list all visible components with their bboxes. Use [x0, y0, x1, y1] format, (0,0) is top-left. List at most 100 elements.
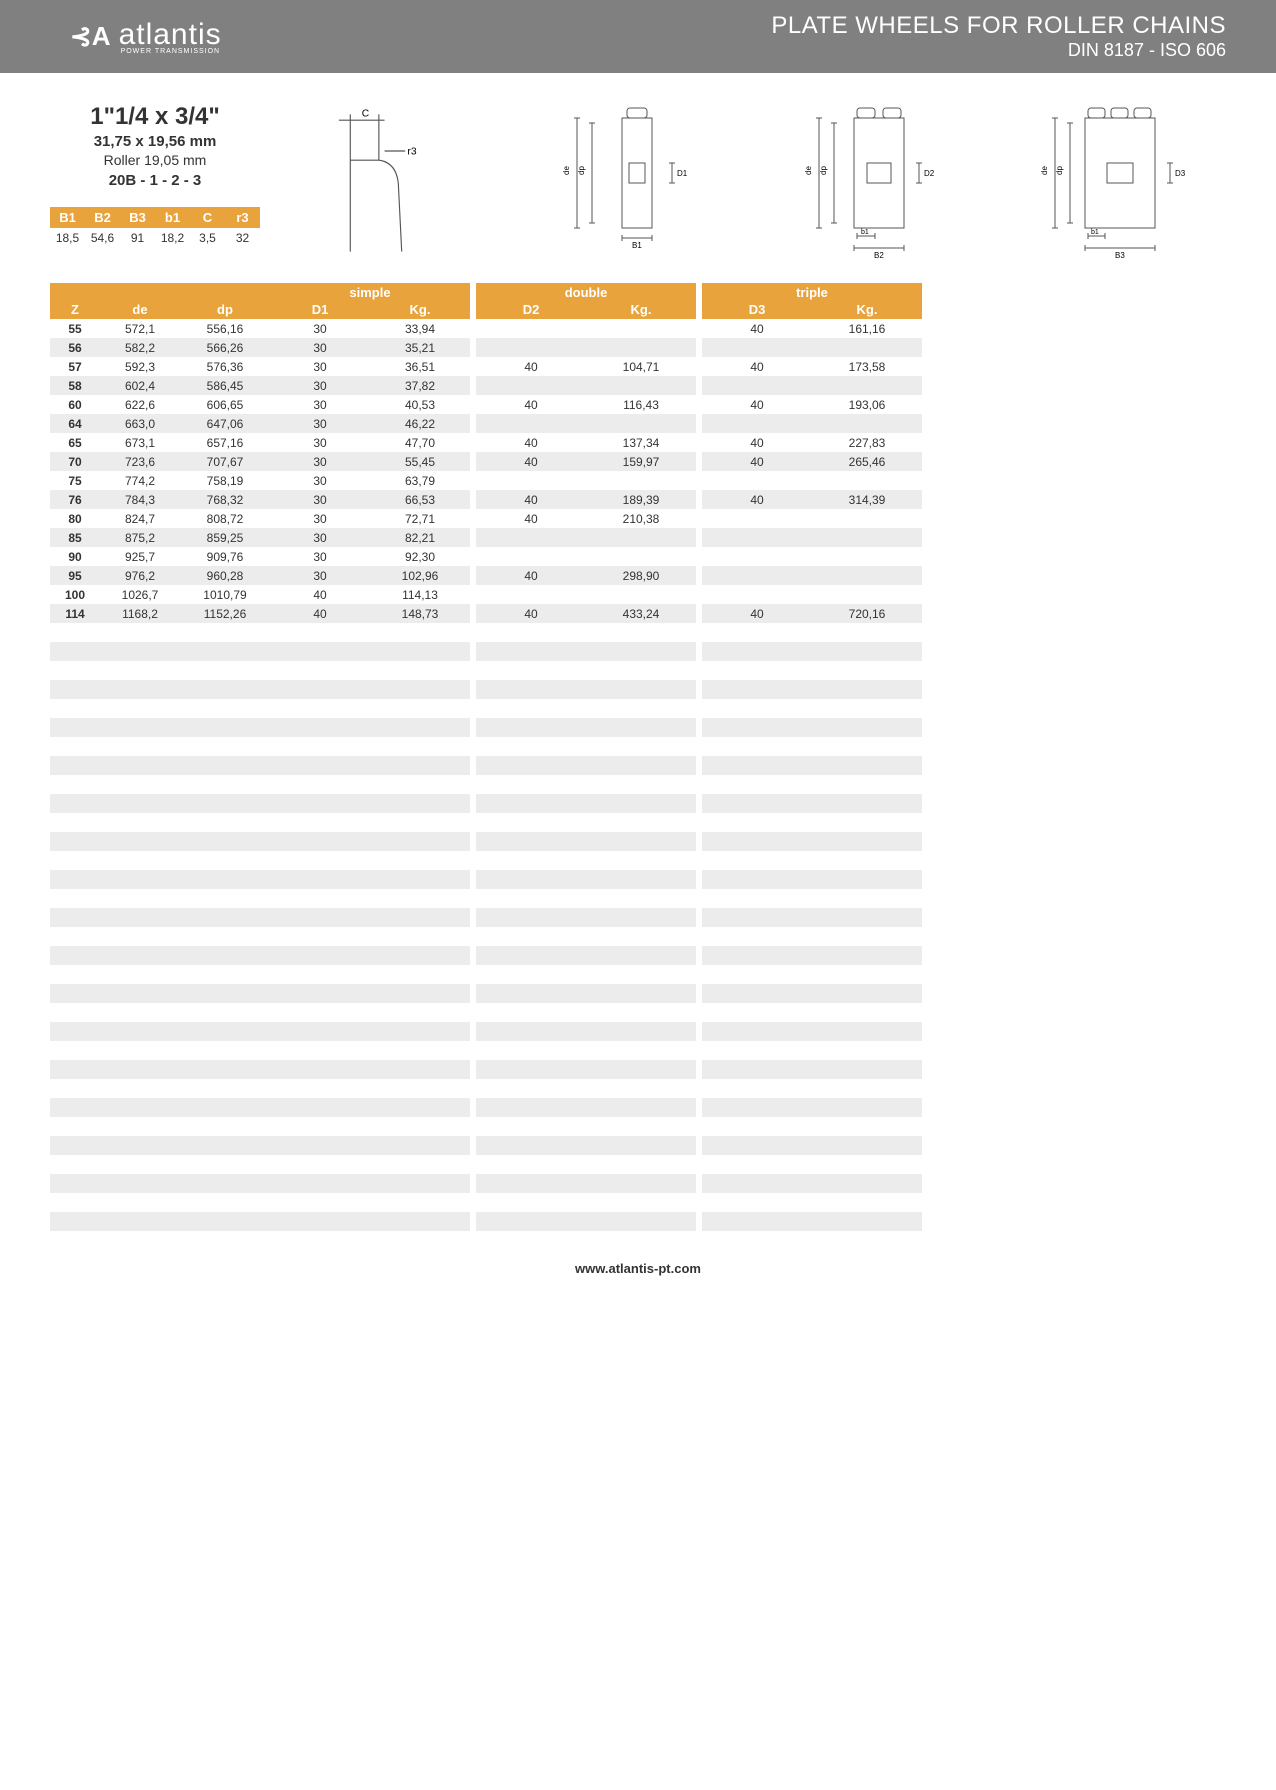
cell-d2: 40 — [476, 455, 586, 469]
table-row: 40720,16 — [702, 604, 922, 623]
table-row — [50, 946, 470, 965]
st-cell: 54,6 — [85, 228, 120, 248]
cell-de: 875,2 — [100, 531, 180, 545]
table-row — [702, 908, 922, 927]
cell-d1: 30 — [270, 322, 370, 336]
table-row — [702, 1155, 922, 1174]
cell-d1: 40 — [270, 588, 370, 602]
cell-z: 56 — [50, 341, 100, 355]
cell-kg1: 114,13 — [370, 588, 470, 602]
cell-de: 572,1 — [100, 322, 180, 336]
cell-d2: 40 — [476, 436, 586, 450]
cell-z: 60 — [50, 398, 100, 412]
table-row — [702, 851, 922, 870]
table-row: 76784,3768,323066,53 — [50, 490, 470, 509]
table-row: 40161,16 — [702, 319, 922, 338]
cell-kg1: 66,53 — [370, 493, 470, 507]
label-de3: de — [1040, 166, 1049, 175]
cell-z: 114 — [50, 607, 100, 621]
table-row — [702, 775, 922, 794]
cell-z: 65 — [50, 436, 100, 450]
table-row — [50, 813, 470, 832]
cell-z: 80 — [50, 512, 100, 526]
label-c: C — [361, 109, 369, 120]
table-row: 57592,3576,363036,51 — [50, 357, 470, 376]
small-table: B1B2B3b1Cr3 18,554,69118,23,532 — [50, 207, 260, 248]
cell-kg2: 433,24 — [586, 607, 696, 621]
cell-de: 824,7 — [100, 512, 180, 526]
cell-dp: 768,32 — [180, 493, 270, 507]
table-row — [702, 718, 922, 737]
cell-d2: 40 — [476, 512, 586, 526]
spec-dims: 31,75 x 19,56 mm — [50, 133, 260, 150]
col-group-simple: simple Z de dp D1 Kg. 55572,1556,163033,… — [50, 283, 470, 1231]
diagrams: C r3 de dp D1 B1 — [290, 103, 1226, 263]
cell-d1: 30 — [270, 417, 370, 431]
cell-dp: 647,06 — [180, 417, 270, 431]
table-row — [50, 699, 470, 718]
table-row: 1001026,71010,7940114,13 — [50, 585, 470, 604]
table-row: 90925,7909,763092,30 — [50, 547, 470, 566]
table-row — [702, 756, 922, 775]
cell-de: 592,3 — [100, 360, 180, 374]
cell-z: 58 — [50, 379, 100, 393]
table-row — [50, 718, 470, 737]
cell-dp: 859,25 — [180, 531, 270, 545]
diagram-tooth: C r3 — [296, 103, 496, 263]
table-row — [476, 756, 696, 775]
table-row — [476, 1136, 696, 1155]
cell-de: 784,3 — [100, 493, 180, 507]
table-row — [476, 699, 696, 718]
cell-d1: 40 — [270, 607, 370, 621]
table-row — [50, 908, 470, 927]
label-d3: D3 — [1175, 169, 1186, 178]
cell-dp: 758,19 — [180, 474, 270, 488]
table-row: 56582,2566,263035,21 — [50, 338, 470, 357]
table-row: 1141168,21152,2640148,73 — [50, 604, 470, 623]
table-row — [476, 927, 696, 946]
spec-title: 1"1/4 x 3/4" — [50, 103, 260, 131]
cell-dp: 576,36 — [180, 360, 270, 374]
table-row — [50, 756, 470, 775]
cell-kg1: 92,30 — [370, 550, 470, 564]
cell-z: 64 — [50, 417, 100, 431]
spec-roller: Roller 19,05 mm — [50, 152, 260, 168]
cell-dp: 1152,26 — [180, 607, 270, 621]
cell-d1: 30 — [270, 550, 370, 564]
label-dp: dp — [577, 166, 586, 175]
cell-kg3: 193,06 — [812, 398, 922, 412]
cell-dp: 707,67 — [180, 455, 270, 469]
cell-kg3: 161,16 — [812, 322, 922, 336]
label-d2: D2 — [924, 169, 935, 178]
hdr-de: de — [100, 301, 180, 319]
cell-de: 673,1 — [100, 436, 180, 450]
cell-kg2: 116,43 — [586, 398, 696, 412]
cell-d2: 40 — [476, 360, 586, 374]
table-row — [476, 851, 696, 870]
cell-kg1: 35,21 — [370, 341, 470, 355]
table-row: 40314,39 — [702, 490, 922, 509]
table-row — [702, 1193, 922, 1212]
st-cell: 32 — [225, 228, 260, 248]
table-row — [476, 1060, 696, 1079]
main-table: simple Z de dp D1 Kg. 55572,1556,163033,… — [50, 283, 1226, 1231]
table-row — [702, 376, 922, 395]
cell-kg3: 720,16 — [812, 607, 922, 621]
table-row — [476, 1174, 696, 1193]
label-b2cap: B2 — [874, 251, 884, 260]
cell-kg2: 210,38 — [586, 512, 696, 526]
cell-kg1: 102,96 — [370, 569, 470, 583]
table-row — [50, 1079, 470, 1098]
table-row — [476, 547, 696, 566]
table-row — [476, 1022, 696, 1041]
table-row: 70723,6707,673055,45 — [50, 452, 470, 471]
table-row — [702, 414, 922, 433]
table-row — [476, 585, 696, 604]
cell-d2: 40 — [476, 398, 586, 412]
table-row — [50, 1098, 470, 1117]
table-row — [50, 832, 470, 851]
st-hdr-b1: b1 — [155, 207, 190, 228]
cell-kg1: 37,82 — [370, 379, 470, 393]
cell-d2: 40 — [476, 569, 586, 583]
table-row — [702, 1174, 922, 1193]
